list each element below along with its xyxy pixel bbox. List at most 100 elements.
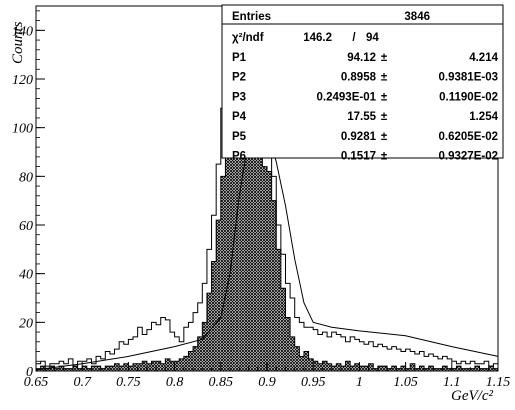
stats-box-frame [221,4,504,159]
hatched-bin [276,249,281,371]
hatched-bin [225,127,231,372]
hatched-bin [470,368,475,371]
hatched-bin [267,171,272,371]
hatched-bin [354,363,360,371]
hatched-bin [410,363,415,371]
x-tick-label: 1.15 [486,375,511,390]
hatched-bin [419,366,425,371]
y-tick-label: 60 [19,219,33,234]
x-tick-label: 0.65 [24,375,49,390]
x-tick-label: 0.8 [166,375,184,390]
histogram-layer [35,24,499,372]
hatched-bin [442,366,448,371]
hatched-bin [484,368,489,371]
hatched-bin [119,366,124,371]
hatched-bin [160,363,166,371]
hatched-bin [294,346,300,371]
hatched-bin [54,368,60,371]
stats-param-error: 4.214 [469,52,498,64]
hatched-bin [280,288,286,371]
hatched-bin [156,361,161,371]
hatched-bin [151,361,157,371]
hatched-bin [197,336,203,371]
hatched-bin [220,176,226,371]
x-tick-label: 1 [356,375,363,390]
hatched-bin [488,366,494,371]
stats-plusminus: ± [381,111,388,123]
hatched-bin [137,363,143,371]
hatched-bin [262,166,267,371]
stats-param-value: 17.55 [347,111,376,123]
hatched-bin [400,366,406,371]
hatched-bin [382,366,388,371]
statistics-box: Entries 3846 χ²/ndf 146.2 / 94 P1 94.12 ±4.214 P2… [221,4,504,163]
hatched-bin [206,293,212,371]
hatched-bin [336,363,341,371]
hatched-bin [202,322,207,371]
hatched-bin [109,366,115,371]
hatched-bin [174,361,180,371]
hatched-bin [114,363,120,371]
stats-ndf-value: 94 [366,32,379,44]
hatched-bin [142,361,147,371]
hatched-bin [96,366,101,371]
stats-plusminus: ± [381,72,388,84]
hatched-bin [474,366,480,371]
hatched-bin [91,366,97,371]
hatched-bin [49,366,55,371]
stats-param-name: P3 [232,91,246,103]
stats-param-value: 0.8958 [341,72,377,84]
hatched-bin [308,358,314,371]
hatched-bin [456,366,462,371]
hatched-bin [424,368,429,371]
hatched-bin [327,363,332,371]
hatched-bin [133,363,138,371]
hatched-bin [447,368,452,371]
stats-entries-label: Entries [232,11,271,23]
y-tick-label: 120 [12,73,33,88]
hatched-bin [345,361,351,371]
hatched-bin [428,366,434,371]
hatched-bin [248,132,254,371]
x-tick-label: 0.85 [209,375,234,390]
stats-param-error: 1.254 [469,111,498,123]
hatched-bin [193,346,198,371]
stats-chi2-separator: / [352,32,356,44]
hatched-bin [72,366,78,371]
hatched-bin [59,366,64,371]
stats-chi2-label: χ²/ndf [232,32,264,44]
hatched-bin [437,368,443,371]
stats-param-error: 0.9381E-03 [439,72,498,84]
x-tick-label: 0.95 [301,375,326,390]
hatched-bin [405,368,411,371]
x-tick-label: 0.75 [116,375,141,390]
hatched-bin [396,368,401,371]
hatched-bin [179,358,184,371]
hatched-bin [479,368,485,371]
stats-param-name: P1 [232,52,247,64]
hatched-bin [63,368,69,371]
y-tick-label: 0 [26,365,33,380]
stats-param-name: P4 [232,111,247,123]
hatched-bin [377,366,383,371]
stats-param-name: P5 [232,131,247,143]
hatched-bin [271,200,277,371]
hatched-bin [169,361,175,371]
hatched-bin [146,363,152,371]
hatched-bin [86,368,92,371]
hatched-bin [364,366,369,371]
hatched-bin [303,351,309,371]
stats-param-value: 94.12 [347,52,376,64]
hatched-bin [100,368,106,371]
hatched-bin [77,368,83,371]
y-tick-label: 80 [19,170,33,185]
hatched-bin [350,366,355,371]
hatched-bin [387,368,392,371]
hatched-bin [128,366,134,371]
x-axis-title: GeV/c² [451,388,493,404]
stats-param-error: 0.6205E-02 [439,131,498,143]
y-tick-label: 40 [19,268,33,283]
stats-param-error: 0.1190E-02 [439,91,498,103]
stats-param-value: 0.9281 [341,131,377,143]
